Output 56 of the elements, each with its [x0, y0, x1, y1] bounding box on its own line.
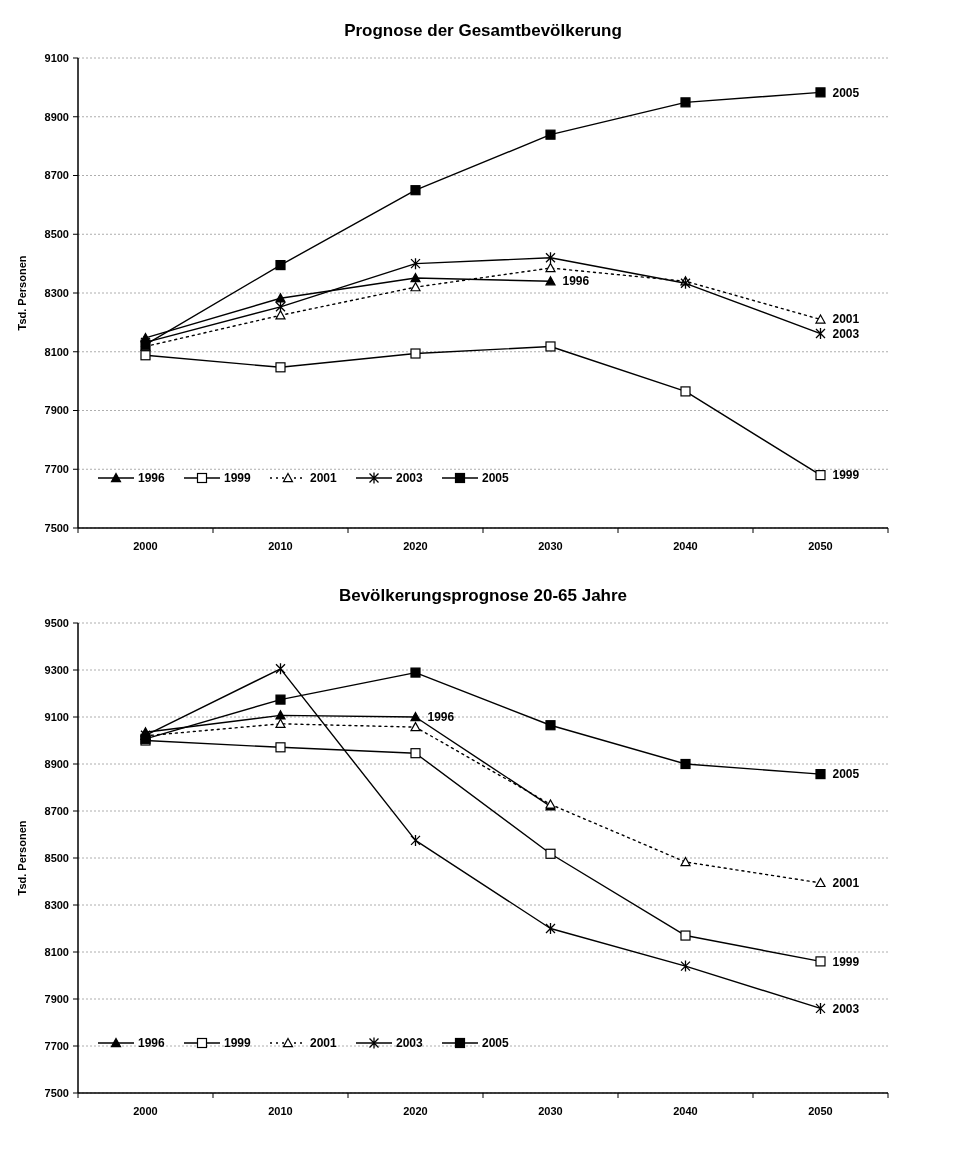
- legend-label: 2001: [310, 1036, 338, 1051]
- legend-label: 1996: [138, 1036, 166, 1051]
- x-tick-label: 2020: [403, 540, 428, 552]
- y-tick-label: 8900: [44, 110, 69, 123]
- x-tick-label: 2020: [403, 1105, 428, 1117]
- annotation: 2001: [832, 876, 860, 891]
- y-axis-title: Tsd. Personen: [16, 255, 28, 331]
- annotation: 2001: [832, 312, 860, 327]
- y-tick-label: 8900: [44, 757, 69, 770]
- annotation: 1996: [427, 710, 455, 725]
- y-tick-label: 7700: [44, 463, 69, 476]
- legend-label: 2001: [310, 471, 338, 486]
- y-tick-label: 8100: [44, 345, 69, 358]
- x-tick-label: 2030: [538, 540, 563, 552]
- legend-label: 1999: [224, 471, 252, 486]
- x-tick-label: 2000: [133, 540, 158, 552]
- annotation: 1999: [832, 954, 860, 969]
- annotation: 1996: [562, 274, 590, 289]
- x-tick-label: 2040: [673, 1105, 698, 1117]
- legend-label: 2003: [396, 1036, 424, 1051]
- annotation: 2005: [832, 85, 860, 100]
- y-tick-label: 7500: [44, 521, 69, 534]
- legend-label: 2005: [482, 1036, 510, 1051]
- y-tick-label: 9500: [44, 616, 69, 629]
- annotation: 2003: [832, 327, 860, 342]
- x-tick-label: 2010: [268, 540, 293, 552]
- y-tick-label: 9100: [44, 710, 69, 723]
- legend-label: 1999: [224, 1036, 252, 1051]
- annotation: 1999: [832, 468, 860, 483]
- chart-title: Bevölkerungsprognose 20-65 Jahre: [338, 586, 628, 605]
- y-tick-label: 7900: [44, 404, 69, 417]
- y-tick-label: 7700: [44, 1039, 69, 1052]
- y-tick-label: 7900: [44, 992, 69, 1005]
- x-tick-label: 2050: [808, 1105, 833, 1117]
- x-tick-label: 2000: [133, 1105, 158, 1117]
- x-tick-label: 2040: [673, 540, 698, 552]
- y-tick-label: 9100: [44, 51, 69, 64]
- legend-label: 2005: [482, 471, 510, 486]
- y-tick-label: 8700: [44, 804, 69, 817]
- y-tick-label: 8300: [44, 898, 69, 911]
- annotation: 2003: [832, 1001, 860, 1016]
- x-tick-label: 2030: [538, 1105, 563, 1117]
- y-tick-label: 8500: [44, 851, 69, 864]
- y-tick-label: 8300: [44, 286, 69, 299]
- y-axis-title: Tsd. Personen: [16, 820, 28, 896]
- y-tick-label: 7500: [44, 1086, 69, 1099]
- chart-title: Prognose der Gesamtbevölkerung: [344, 21, 622, 40]
- y-tick-label: 8500: [44, 228, 69, 241]
- y-tick-label: 8100: [44, 945, 69, 958]
- legend-label: 2003: [396, 471, 424, 486]
- annotation: 2005: [832, 767, 860, 782]
- y-tick-label: 9300: [44, 663, 69, 676]
- x-tick-label: 2010: [268, 1105, 293, 1117]
- legend-label: 1996: [138, 471, 166, 486]
- y-tick-label: 8700: [44, 169, 69, 182]
- x-tick-label: 2050: [808, 540, 833, 552]
